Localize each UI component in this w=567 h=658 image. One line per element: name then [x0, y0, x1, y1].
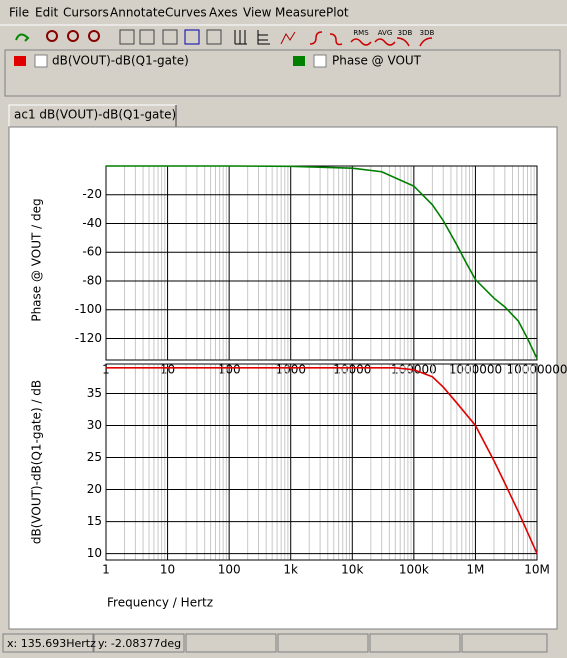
legend-label: Phase @ VOUT: [332, 54, 422, 68]
menu-item[interactable]: Measure: [275, 6, 326, 20]
rms-icon[interactable]: [350, 38, 372, 46]
tool-icon[interactable]: [184, 29, 200, 45]
tool-icon[interactable]: [206, 29, 222, 45]
checkbox[interactable]: [34, 54, 48, 68]
curve-icon[interactable]: [329, 33, 343, 46]
legend-swatch: [14, 56, 26, 66]
legend-label: dB(VOUT)-dB(Q1-gate): [52, 54, 189, 68]
y-tick-label: 25: [87, 450, 102, 464]
y-axis-label: Phase @ VOUT / deg: [30, 198, 44, 321]
y-tick-label: 30: [87, 418, 102, 432]
plot-frame: [105, 363, 538, 561]
y-tick-label: -20: [82, 187, 102, 201]
menu-item[interactable]: Curves: [165, 6, 207, 20]
zoom-icon[interactable]: [46, 30, 58, 42]
x-tick-label: 1k: [283, 563, 298, 577]
plot-frame: [105, 165, 538, 361]
tab-label: ac1 dB(VOUT)-dB(Q1-gate): [14, 108, 176, 122]
undo-icon[interactable]: [15, 33, 30, 42]
status-text: y: -2.08377deg: [98, 637, 181, 650]
y-tick-label: -120: [75, 331, 102, 345]
series-line: [106, 367, 538, 554]
y-tick-label: 20: [87, 482, 102, 496]
x-tick-label: 100k: [399, 563, 429, 577]
status-text: x: 135.693Hertz: [7, 637, 96, 650]
y-tick-label: 35: [87, 386, 102, 400]
y-tick-label: -40: [82, 216, 102, 230]
menu-bar: [0, 0, 567, 24]
tool-label: AVG: [378, 29, 393, 37]
legend-swatch: [293, 56, 305, 66]
menu-item[interactable]: Cursors: [63, 6, 109, 20]
status-bar: x: 135.693Hertz y: -2.08377deg: [2, 633, 548, 653]
y-tick-label: 10: [87, 546, 102, 560]
x-tick-label: 10k: [341, 563, 363, 577]
tool-icon[interactable]: [162, 29, 178, 45]
x-tick-label: 100: [218, 563, 241, 577]
3db-icon[interactable]: [396, 37, 410, 47]
curve-icon[interactable]: [309, 31, 323, 45]
menu-item[interactable]: View: [243, 6, 272, 20]
y-tick-label: 15: [87, 514, 102, 528]
y-tick-label: -60: [82, 245, 102, 259]
grid-icon[interactable]: [257, 30, 270, 45]
x-tick-label: 1: [102, 563, 110, 577]
menu-item[interactable]: Annotate: [110, 6, 165, 20]
toolbar: RMS AVG 3DB 3DB: [4, 28, 562, 48]
avg-icon[interactable]: [374, 38, 396, 46]
x-tick-label: 10: [160, 563, 175, 577]
zoom-icon[interactable]: [88, 30, 100, 42]
tool-label: 3DB: [398, 29, 413, 37]
y-axis-label: dB(VOUT)-dB(Q1-gate) / dB: [30, 380, 44, 544]
menu-item[interactable]: Axes: [209, 6, 238, 20]
x-tick-label: 1M: [466, 563, 484, 577]
y-tick-label: -100: [75, 302, 102, 316]
x-tick-label: 10M: [524, 563, 550, 577]
y-tick-label: -80: [82, 273, 102, 287]
series-line: [106, 165, 538, 359]
3db-icon[interactable]: [419, 37, 433, 47]
checkbox[interactable]: [313, 54, 327, 68]
tool-icon[interactable]: [119, 29, 135, 45]
legend-panel: [4, 49, 561, 97]
x-axis-label: Frequency / Hertz: [107, 596, 213, 610]
menu-item[interactable]: File: [9, 6, 29, 20]
menu-item[interactable]: Plot: [326, 6, 349, 20]
grid-icon[interactable]: [234, 30, 247, 45]
zoom-icon[interactable]: [67, 30, 79, 42]
tool-label: RMS: [353, 29, 369, 37]
tool-icon[interactable]: [139, 29, 155, 45]
menu-item[interactable]: Edit: [35, 6, 59, 20]
tool-label: 3DB: [420, 29, 435, 37]
plot-icon[interactable]: [280, 31, 296, 45]
